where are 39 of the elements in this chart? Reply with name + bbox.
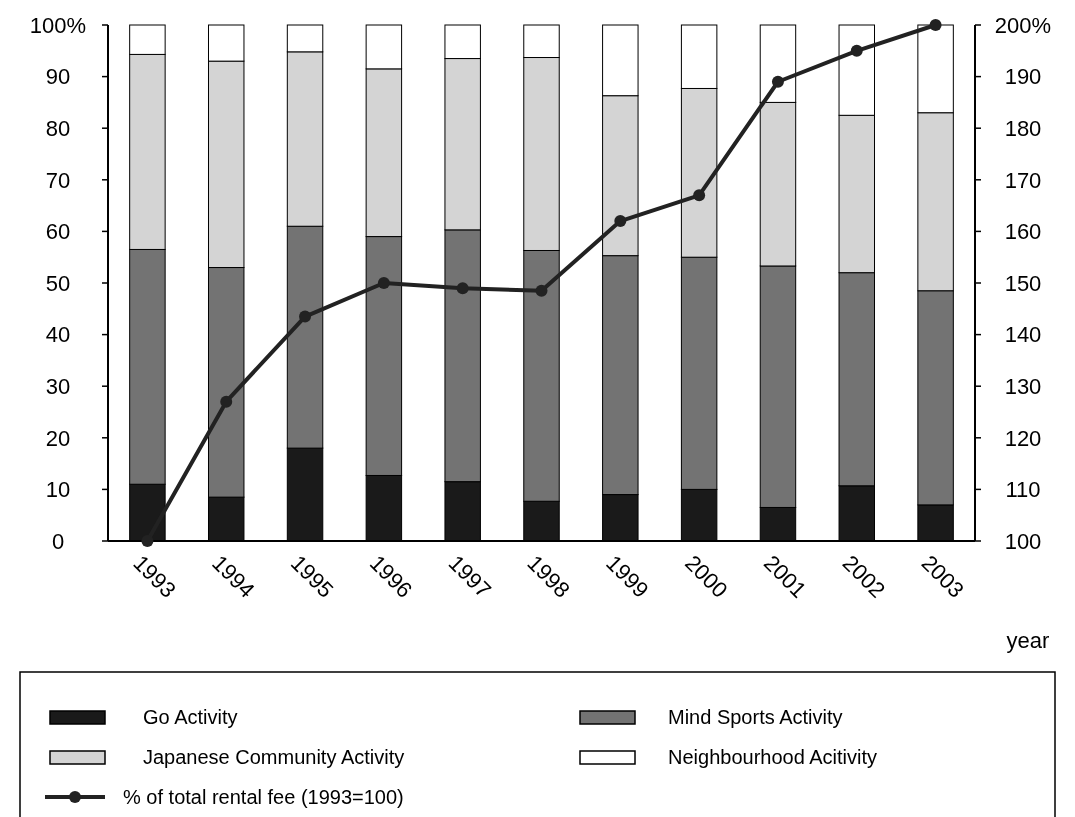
x-axis-title: year (1006, 628, 1050, 653)
point (850, 44, 863, 57)
y-tick-label: 10 (45, 477, 71, 503)
y-tick-label: 80 (45, 115, 71, 141)
point (614, 215, 627, 228)
y-tick-label: 20 (45, 425, 71, 451)
legend-label: Mind Sports Activity (668, 706, 843, 728)
point (535, 284, 548, 297)
y-tick-label: 90 (45, 64, 71, 90)
point (299, 310, 312, 323)
y-tick-label: 60 (45, 219, 71, 245)
y2-tick-label: 120 (1004, 425, 1042, 451)
y-tick-label: 70 (45, 167, 71, 193)
point (693, 189, 706, 202)
y-tick-label: 50 (45, 270, 71, 296)
legend-label: % of total rental fee (1993=100) (123, 786, 404, 808)
legend-label: Neighbourhood Acitivity (668, 746, 878, 768)
y2-tick-label: 140 (1004, 322, 1042, 348)
legend-label: Go Activity (143, 706, 238, 728)
point (220, 395, 233, 408)
y-tick-label: 100% (29, 12, 87, 38)
point (771, 75, 784, 88)
y-tick-label: 40 (45, 322, 71, 348)
point (141, 535, 154, 547)
point (456, 282, 469, 295)
point (377, 277, 390, 289)
y2-tick-label: 200% (994, 12, 1052, 38)
y2-tick-label: 130 (1004, 373, 1042, 399)
point (929, 19, 942, 31)
y2-tick-label: 180 (1004, 115, 1042, 141)
y2-tick-label: 160 (1004, 219, 1042, 245)
y2-tick-label: 150 (1004, 270, 1042, 296)
y2-tick-label: 190 (1004, 64, 1042, 90)
legend-label: Japanese Community Activity (143, 746, 405, 768)
y2-tick-label: 170 (1004, 167, 1042, 193)
y-tick-label: 0 (51, 528, 65, 554)
y2-tick-label: 100 (1004, 528, 1042, 554)
y-tick-label: 30 (45, 373, 71, 399)
y2-tick-label: 110 (1005, 477, 1041, 503)
